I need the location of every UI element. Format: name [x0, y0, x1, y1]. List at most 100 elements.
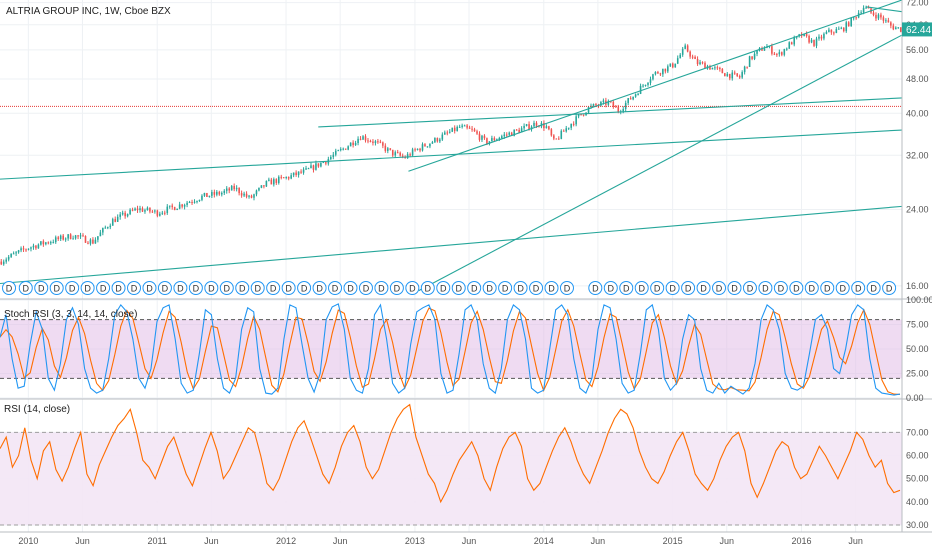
dividend-marker[interactable]: D — [882, 281, 897, 295]
candle — [439, 137, 441, 144]
dividend-marker[interactable]: D — [758, 281, 773, 295]
candle — [325, 161, 327, 166]
dividend-marker[interactable]: D — [2, 281, 17, 295]
dividend-marker[interactable]: D — [619, 281, 634, 295]
dividend-marker[interactable]: D — [603, 281, 618, 295]
dividend-marker[interactable]: D — [328, 281, 343, 295]
stoch-rsi-title: Stoch RSI (3, 3, 14, 14, close) — [4, 309, 137, 320]
dividend-marker[interactable]: D — [820, 281, 835, 295]
dividend-marker[interactable]: D — [835, 281, 850, 295]
candle — [260, 185, 263, 189]
candle — [119, 212, 121, 220]
svg-text:D: D — [6, 284, 13, 294]
candle — [32, 243, 35, 250]
candle — [736, 73, 739, 78]
candle — [20, 246, 22, 253]
dividend-marker[interactable]: D — [789, 281, 804, 295]
candle — [171, 203, 174, 210]
dividend-marker[interactable]: D — [157, 281, 172, 295]
dividend-marker[interactable]: D — [513, 281, 528, 295]
dividend-marker[interactable]: D — [866, 281, 881, 295]
candle — [22, 245, 25, 252]
dividend-marker[interactable]: D — [681, 281, 696, 295]
dividend-marker[interactable]: D — [727, 281, 742, 295]
dividend-marker[interactable]: D — [343, 281, 358, 295]
dividend-marker[interactable]: D — [65, 281, 80, 295]
dividend-marker[interactable]: D — [559, 281, 574, 295]
dividend-marker[interactable]: D — [173, 281, 188, 295]
dividend-marker[interactable]: D — [235, 281, 250, 295]
dividend-marker[interactable]: D — [312, 281, 327, 295]
dividend-marker[interactable]: D — [96, 281, 111, 295]
trendline[interactable] — [0, 205, 903, 285]
candle — [434, 137, 436, 144]
candle — [714, 65, 716, 71]
dividend-marker[interactable]: D — [650, 281, 665, 295]
stoch-rsi-pane[interactable] — [0, 303, 902, 396]
dividend-marker[interactable]: D — [297, 281, 312, 295]
time-tick-label: 2011 — [148, 536, 167, 546]
dividend-marker[interactable]: D — [634, 281, 649, 295]
candle — [134, 207, 136, 211]
dividend-marker[interactable]: D — [80, 281, 95, 295]
trendline[interactable] — [408, 0, 903, 172]
candle — [580, 114, 582, 116]
dividend-marker[interactable]: D — [34, 281, 49, 295]
dividend-marker[interactable]: D — [742, 281, 757, 295]
dividend-marker[interactable]: D — [111, 281, 126, 295]
dividend-marker[interactable]: D — [696, 281, 711, 295]
candle — [483, 134, 486, 140]
svg-text:D: D — [685, 284, 692, 294]
dividend-marker[interactable]: D — [389, 281, 404, 295]
dividend-marker[interactable]: D — [804, 281, 819, 295]
dividend-marker[interactable]: D — [127, 281, 142, 295]
dividend-marker[interactable]: D — [712, 281, 727, 295]
trendline[interactable] — [865, 6, 903, 13]
svg-text:D: D — [254, 284, 261, 294]
candle — [394, 150, 397, 158]
candle — [265, 180, 268, 187]
dividend-marker[interactable]: D — [851, 281, 866, 295]
dividend-marker[interactable]: D — [498, 281, 513, 295]
dividend-marker[interactable]: D — [405, 281, 420, 295]
candle — [424, 143, 426, 147]
svg-text:D: D — [669, 284, 676, 294]
candle — [828, 27, 830, 33]
dividend-marker[interactable]: D — [188, 281, 203, 295]
dividend-marker[interactable]: D — [482, 281, 497, 295]
dividend-marker[interactable]: D — [529, 281, 544, 295]
trendline[interactable] — [318, 97, 903, 128]
dividend-marker[interactable]: D — [467, 281, 482, 295]
candle — [389, 148, 392, 151]
candle — [820, 34, 823, 41]
dividend-marker[interactable]: D — [204, 281, 219, 295]
dividend-marker[interactable]: D — [49, 281, 64, 295]
dividend-marker[interactable]: D — [219, 281, 234, 295]
candle — [396, 149, 399, 154]
candle — [555, 138, 558, 140]
candle — [738, 74, 741, 79]
dividend-marker[interactable]: D — [773, 281, 788, 295]
dividend-marker[interactable]: D — [18, 281, 33, 295]
dividend-marker[interactable]: D — [665, 281, 680, 295]
dividend-marker[interactable]: D — [250, 281, 265, 295]
dividend-marker[interactable]: D — [358, 281, 373, 295]
dividend-marker[interactable]: D — [142, 281, 157, 295]
dividend-marker[interactable]: D — [451, 281, 466, 295]
dividend-marker[interactable]: D — [588, 281, 603, 295]
trendline[interactable] — [418, 34, 903, 292]
rsi-pane[interactable] — [0, 403, 902, 526]
dividend-marker[interactable]: D — [544, 281, 559, 295]
candle — [572, 121, 575, 127]
trendline[interactable] — [0, 129, 903, 180]
dividend-marker[interactable]: D — [374, 281, 389, 295]
dividend-marker[interactable]: D — [281, 281, 296, 295]
dividend-marker[interactable]: D — [436, 281, 451, 295]
dividend-marker[interactable]: D — [420, 281, 435, 295]
dividend-marker[interactable]: D — [266, 281, 281, 295]
candle — [508, 131, 511, 137]
candle — [788, 41, 791, 49]
candle — [359, 136, 362, 141]
svg-text:D: D — [69, 284, 76, 294]
